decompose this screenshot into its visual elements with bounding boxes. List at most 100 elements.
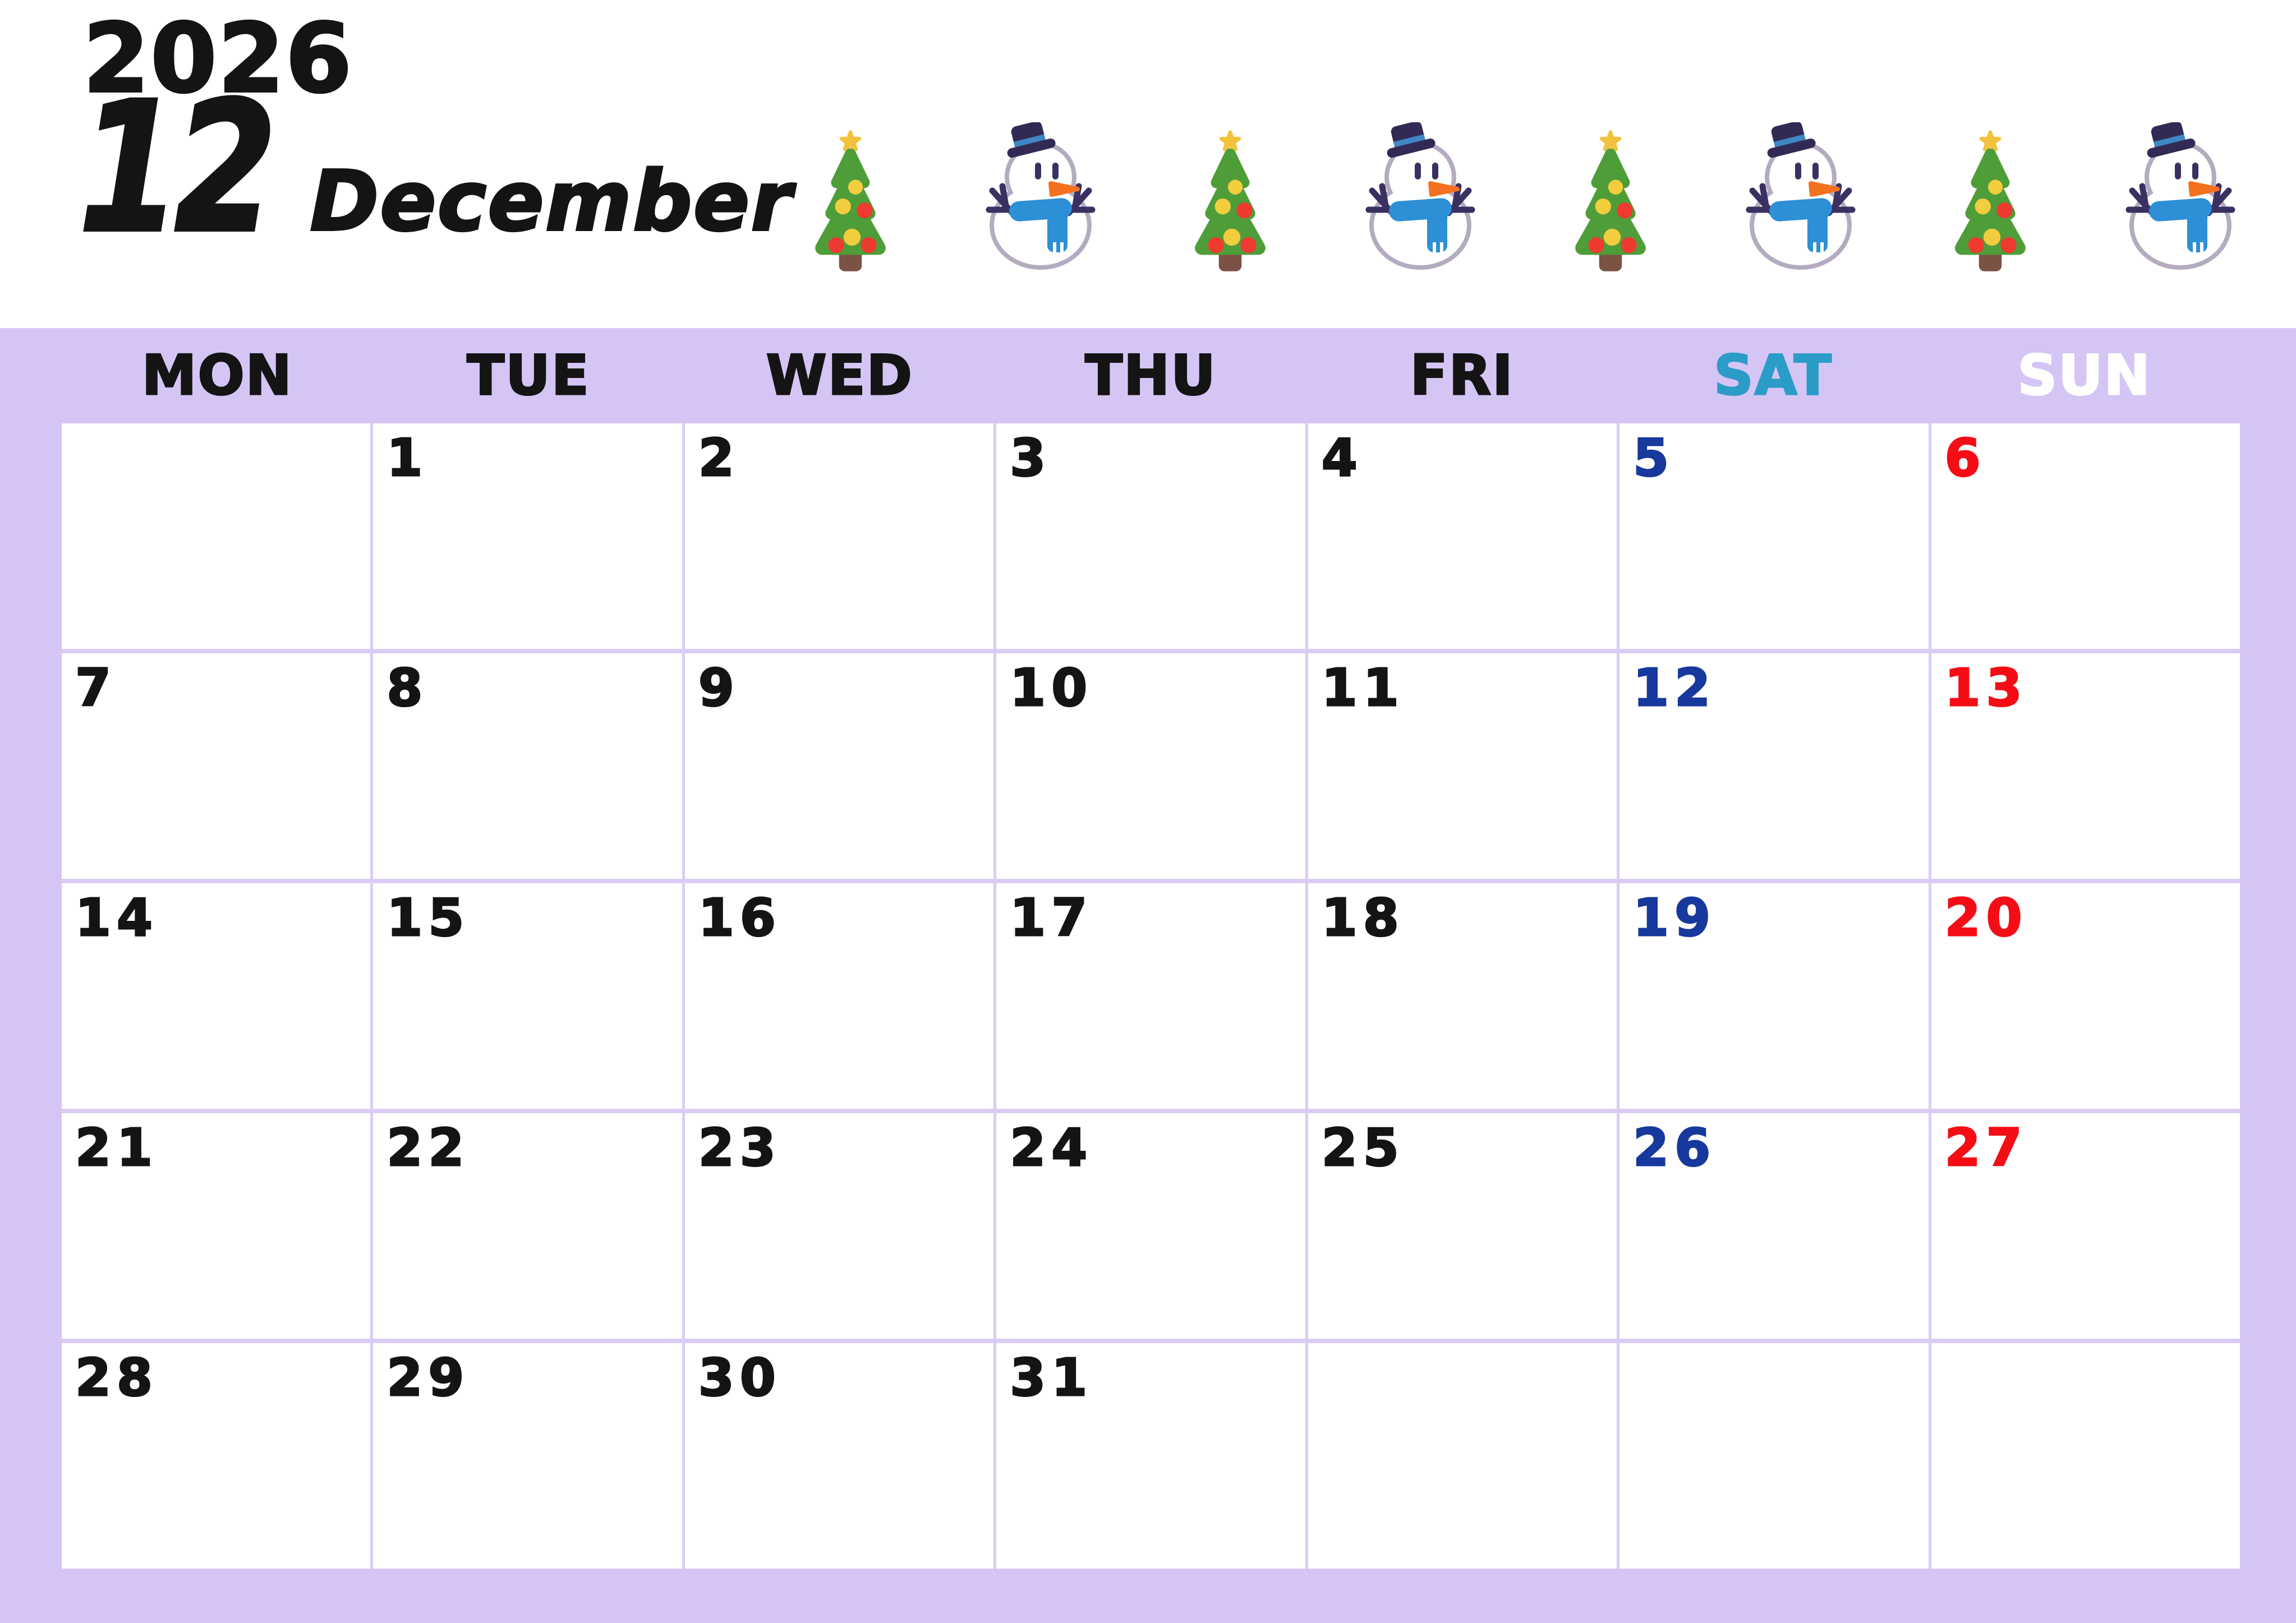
- snowman-scarf: [1009, 198, 1072, 222]
- day-number: 11: [1320, 658, 1405, 718]
- day-cell-empty: [62, 423, 371, 649]
- day-number: 13: [1944, 658, 2028, 718]
- snowman-eye: [1034, 163, 1041, 179]
- snowman-eye: [2192, 163, 2198, 179]
- day-cell-6: 6: [1931, 423, 2240, 649]
- snowman-icon: [1746, 122, 1856, 270]
- tree-ornament: [1996, 202, 2013, 219]
- weekday-header-fri: FRI: [1409, 344, 1514, 408]
- tree-ornament: [1595, 198, 1611, 215]
- tree-ornament: [848, 179, 863, 195]
- day-number: 15: [386, 888, 470, 948]
- snowman-scarf-tail: [2187, 210, 2207, 252]
- snowman-eye: [1415, 163, 1421, 179]
- day-cell-empty: [1308, 1343, 1617, 1569]
- day-cell-27: 27: [1931, 1113, 2240, 1339]
- snowman-hat: [1007, 122, 1056, 158]
- day-cell-22: 22: [373, 1113, 682, 1339]
- day-number: 3: [1009, 428, 1052, 488]
- snowman-arm-left: [2125, 183, 2156, 216]
- day-number: 8: [386, 658, 429, 718]
- day-number: 10: [1009, 658, 1093, 718]
- day-number: 22: [386, 1118, 470, 1178]
- day-number: 27: [1944, 1118, 2028, 1178]
- day-cell-14: 14: [62, 883, 371, 1109]
- snowman-arm-left: [1746, 183, 1776, 216]
- tree-ornament: [835, 198, 852, 215]
- day-number: 25: [1320, 1118, 1405, 1178]
- day-cell-28: 28: [62, 1343, 371, 1569]
- snowman-eye: [1812, 163, 1819, 179]
- day-number: 29: [386, 1348, 470, 1408]
- day-number: 21: [74, 1118, 159, 1178]
- tree-star: [839, 130, 862, 151]
- day-number: 9: [697, 658, 740, 718]
- tree-star: [1979, 130, 2001, 151]
- tree-ornament: [857, 202, 873, 219]
- day-number: 7: [74, 658, 117, 718]
- day-number: 30: [697, 1348, 781, 1408]
- weekday-header-sun: SUN: [2017, 344, 2151, 408]
- weekday-header-mon: MON: [141, 344, 293, 408]
- tree-ornament: [1208, 237, 1225, 253]
- day-cell-18: 18: [1308, 883, 1617, 1109]
- day-number: 26: [1632, 1118, 1717, 1178]
- month-title: 12 December: [77, 77, 793, 260]
- christmas-tree-icon: [1575, 130, 1646, 271]
- day-number: 1: [386, 428, 429, 488]
- day-number: 23: [697, 1118, 781, 1178]
- snowman-scarf: [1769, 198, 1832, 222]
- snowman-scarf: [1389, 198, 1452, 222]
- tree-star: [1599, 130, 1622, 151]
- snowman-nose: [1048, 181, 1080, 197]
- day-cell-5: 5: [1619, 423, 1929, 649]
- day-cell-empty: [1619, 1343, 1929, 1569]
- snowman-nose: [1428, 181, 1460, 197]
- day-cell-9: 9: [684, 653, 994, 879]
- christmas-tree-icon: [815, 130, 886, 271]
- day-cell-23: 23: [684, 1113, 994, 1339]
- day-number: 18: [1320, 888, 1405, 948]
- christmas-tree-icon: [1195, 130, 1266, 271]
- tree-tier-bottom: [1955, 190, 2026, 255]
- weekday-header-thu: THU: [1084, 344, 1217, 408]
- tree-ornament: [1588, 237, 1604, 253]
- day-number: 20: [1944, 888, 2028, 948]
- day-cell-4: 4: [1308, 423, 1617, 649]
- snowman-hat: [2147, 122, 2196, 158]
- snowman-scarf-tail: [1047, 210, 1068, 252]
- day-number: 4: [1320, 428, 1363, 488]
- day-number: 6: [1944, 428, 1986, 488]
- snowman-arm-left: [1365, 183, 1396, 216]
- day-cell-13: 13: [1931, 653, 2240, 879]
- day-number: 31: [1009, 1348, 1093, 1408]
- tree-ornament: [1236, 202, 1253, 219]
- day-number: 14: [74, 888, 159, 948]
- tree-ornament: [1240, 237, 1257, 253]
- tree-ornament: [1621, 237, 1637, 253]
- day-number: 24: [1009, 1118, 1093, 1178]
- day-cell-15: 15: [373, 883, 682, 1109]
- tree-tier-bottom: [1195, 190, 1266, 255]
- snowman-arm-left: [986, 183, 1016, 216]
- tree-ornament: [1616, 202, 1633, 219]
- year-label: 2026: [82, 3, 353, 114]
- day-number: 16: [697, 888, 781, 948]
- day-cell-31: 31: [996, 1343, 1305, 1569]
- day-cell-8: 8: [373, 653, 682, 879]
- month-name: December: [309, 153, 793, 250]
- tree-tier-bottom: [1575, 190, 1646, 255]
- day-cell-19: 19: [1619, 883, 1929, 1109]
- snowman-icon: [2125, 122, 2235, 270]
- tree-ornament: [1223, 228, 1241, 246]
- day-number: 17: [1009, 888, 1093, 948]
- holiday-decorations-row: [811, 122, 2240, 273]
- day-cell-25: 25: [1308, 1113, 1617, 1339]
- tree-ornament: [1215, 198, 1231, 215]
- day-cell-7: 7: [62, 653, 371, 879]
- calendar-grid: 1 2 3 4 5 6 7 8 9 10 11 12 13 14 15 16 17 18 19 20 21 22 23 24 2…: [62, 423, 2240, 1569]
- snowman-scarf: [2149, 198, 2212, 222]
- day-cell-30: 30: [684, 1343, 994, 1569]
- day-cell-16: 16: [684, 883, 994, 1109]
